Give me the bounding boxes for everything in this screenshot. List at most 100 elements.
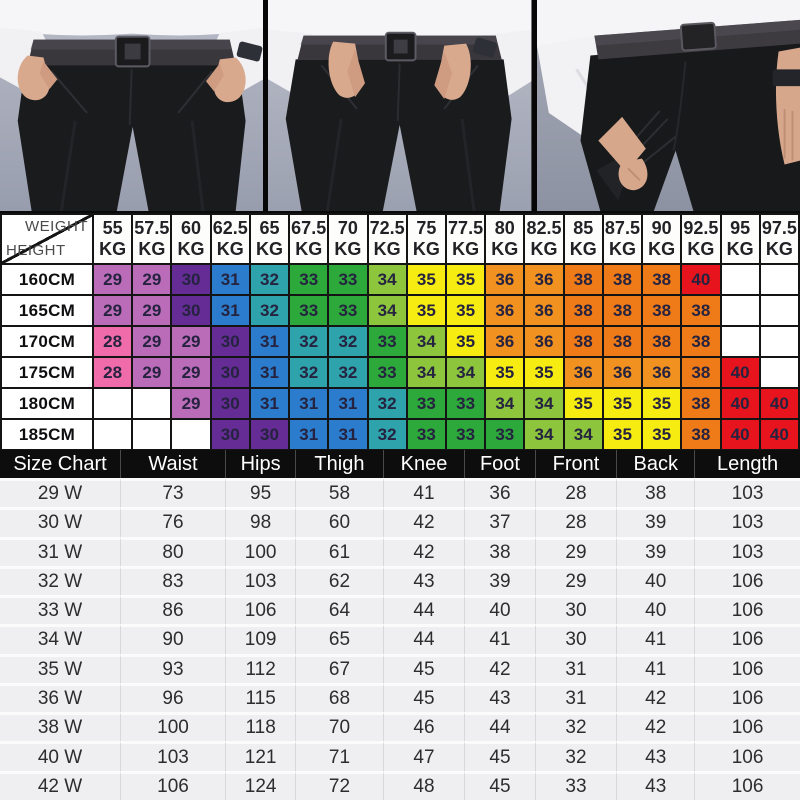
- size-cell: 38: [641, 294, 683, 327]
- measurements-header: Size Chart Waist Hips Thigh Knee Foot Front Bac…: [0, 450, 800, 478]
- measure-cell: 106: [695, 653, 800, 683]
- measure-cell: 64: [296, 595, 384, 625]
- measurements-row: 32 W 83 103 62 43 39 29 40 106: [0, 565, 800, 596]
- measure-cell: 36: [465, 478, 536, 508]
- size-cell: 32: [366, 418, 408, 451]
- size-cell: 40: [719, 356, 761, 389]
- measure-cell: 32: [535, 712, 618, 742]
- measure-cell: 72: [296, 770, 384, 800]
- size-cell: 33: [366, 356, 408, 389]
- size-cell: 34: [523, 387, 565, 420]
- measure-cell: 109: [226, 624, 297, 654]
- size-cell: 31: [288, 387, 330, 420]
- height-label: 175CM: [0, 356, 94, 389]
- size-cell: 40: [758, 387, 800, 420]
- measure-cell: 45: [383, 653, 466, 683]
- size-cell: 36: [484, 325, 526, 358]
- measure-cell: 43: [465, 682, 536, 713]
- size-cell: 38: [601, 263, 644, 296]
- measure-cell: 68: [296, 682, 384, 713]
- size-cell: [758, 263, 800, 296]
- size-matrix-section: WEIGHT HEIGHT 55 KG 57.5 KG 60 KG 62.5 KG 65 KG 67.5…: [0, 213, 800, 451]
- trousers-back-photo-icon: [536, 0, 800, 211]
- measure-cell: 29: [535, 536, 618, 566]
- measurements-header-row: Size Chart Waist Hips Thigh Knee Foot Front Bac…: [0, 450, 800, 478]
- size-cell: 31: [248, 356, 291, 389]
- measure-cell: 103: [695, 536, 800, 566]
- size-cell: 30: [209, 418, 251, 451]
- size-cell: 31: [248, 325, 291, 358]
- size-cell: 29: [131, 294, 173, 327]
- measure-cell: 106: [695, 712, 800, 742]
- measure-cell: 118: [226, 712, 297, 742]
- measure-cell: 42: [383, 536, 466, 566]
- measure-cell: 62: [296, 565, 384, 596]
- size-cell: 33: [288, 263, 330, 296]
- weight-value: 90: [651, 218, 672, 238]
- product-photo-front-2: [268, 0, 532, 211]
- size-row-label: 33 W: [0, 595, 121, 625]
- measure-cell: 67: [296, 653, 384, 683]
- measure-cell: 28: [535, 478, 618, 508]
- size-cell: 29: [170, 387, 212, 420]
- size-cell: 34: [484, 387, 526, 420]
- size-cell: [758, 325, 800, 358]
- measure-cell: 45: [465, 741, 536, 771]
- matrix-header: WEIGHT HEIGHT 55 KG 57.5 KG 60 KG 62.5 KG 65 KG 67.5…: [0, 213, 800, 265]
- measure-cell: 106: [121, 770, 226, 800]
- measure-cell: 43: [383, 565, 466, 596]
- size-cell: 38: [641, 263, 683, 296]
- weight-header-cell: 60 KG: [170, 213, 212, 265]
- size-cell: 36: [484, 263, 526, 296]
- size-cell: 29: [91, 294, 134, 327]
- size-cell: 38: [680, 325, 722, 358]
- measure-cell: 106: [695, 770, 800, 800]
- size-cell: 35: [601, 418, 644, 451]
- size-cell: 28: [91, 325, 134, 358]
- weight-value: 72.5: [369, 218, 405, 238]
- weight-unit: KG: [569, 239, 597, 259]
- measure-cell: 124: [226, 770, 297, 800]
- matrix-row: 175CM 28 29 29 30 31 32 32 33 34 34 35 35 36 36 36 38 40: [0, 356, 800, 389]
- weight-value: 60: [181, 218, 202, 238]
- measure-header-cell: Hips: [226, 450, 297, 478]
- measurements-row: 40 W 103 121 71 47 45 32 43 106: [0, 741, 800, 771]
- measure-cell: 41: [617, 653, 696, 683]
- measurements-row: 29 W 73 95 58 41 36 28 38 103: [0, 478, 800, 508]
- measure-cell: 42: [617, 712, 696, 742]
- measure-cell: 103: [121, 741, 226, 771]
- size-cell: 29: [170, 356, 212, 389]
- weight-header-cell: 87.5 KG: [601, 213, 644, 265]
- matrix-body: 160CM 29 29 30 31 32 33 33 34 35 35 36 36 38 38 38 40 165…: [0, 263, 800, 451]
- measure-cell: 30: [535, 624, 618, 654]
- size-cell: 33: [484, 418, 526, 451]
- measure-cell: 45: [383, 682, 466, 713]
- measure-cell: 40: [617, 565, 696, 596]
- size-cell: 32: [288, 325, 330, 358]
- matrix-row: 165CM 29 29 30 31 32 33 33 34 35 35 36 36 38 38 38 38: [0, 294, 800, 327]
- measure-cell: 103: [695, 478, 800, 508]
- weight-value: 62.5: [212, 218, 248, 238]
- size-row-label: 29 W: [0, 478, 121, 508]
- size-cell: 40: [719, 418, 761, 451]
- measurements-table: Size Chart Waist Hips Thigh Knee Foot Front Bac…: [0, 450, 800, 800]
- size-cell: 38: [601, 325, 644, 358]
- size-cell: 30: [209, 356, 251, 389]
- measure-cell: 43: [617, 770, 696, 800]
- matrix-header-row: WEIGHT HEIGHT 55 KG 57.5 KG 60 KG 62.5 KG 65 KG 67.5…: [0, 213, 800, 265]
- weight-header-cell: 90 KG: [641, 213, 683, 265]
- size-row-label: 32 W: [0, 565, 121, 596]
- matrix-row: 185CM 30 30 31 31 32 33 33 33 34 34 35 35 38 40 40: [0, 418, 800, 451]
- size-cell: 31: [288, 418, 330, 451]
- size-cell: 31: [209, 294, 251, 327]
- matrix-row: 170CM 28 29 29 30 31 32 32 33 34 35 36 36 38 38 38 38: [0, 325, 800, 358]
- size-cell: 35: [484, 356, 526, 389]
- size-row-label: 42 W: [0, 770, 121, 800]
- size-cell: 34: [405, 325, 447, 358]
- weight-axis-label: WEIGHT: [25, 218, 88, 235]
- size-cell: 35: [444, 263, 487, 296]
- measure-cell: 100: [121, 712, 226, 742]
- measure-cell: 106: [226, 595, 297, 625]
- size-cell: [719, 294, 761, 327]
